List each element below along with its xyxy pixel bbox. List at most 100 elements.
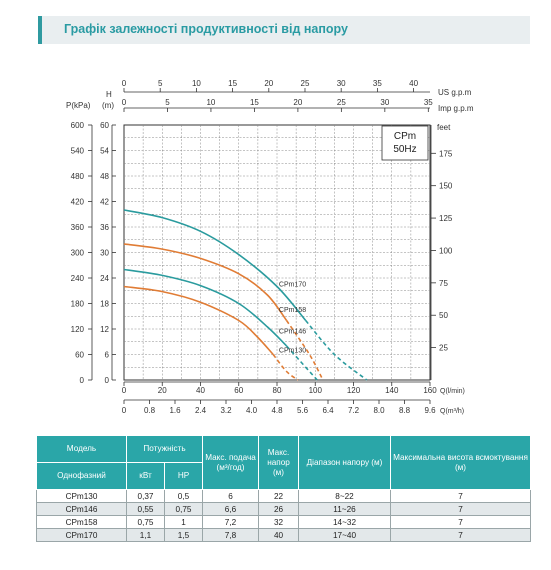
head-axis-title: H [106,90,112,99]
lmin-tick-label: 140 [385,386,399,395]
us-gpm-axis-title: US g.p.m [438,88,472,97]
pressure-tick-label: 60 [75,351,84,360]
header-phase: Однофазний [36,462,127,490]
head-tick-label: 24 [100,274,109,283]
us-gpm-tick-label: 5 [158,79,163,88]
imp-gpm-tick-label: 5 [165,98,170,107]
feet-tick-label: 100 [439,246,453,255]
cell-head: 32 [258,515,299,529]
feet-tick-label: 75 [439,279,448,288]
m3h-tick-label: 2.4 [195,406,207,415]
m3h-tick-label: 4.0 [246,406,258,415]
curve-label-cpm170: CPm170 [279,282,306,289]
pressure-tick-label: 300 [71,249,85,258]
head-tick-label: 36 [100,223,109,232]
cell-range: 11~26 [298,502,391,516]
head-tick-label: 30 [100,249,109,258]
cell-flow: 6 [202,489,259,503]
header-head-range: Діапазон напору (м) [298,435,391,490]
feet-axis-title: feet [437,123,451,132]
table-row: CPm170 1,1 1,5 7,8 40 17~40 7 [36,528,531,542]
chart-axes: 0601201802403003604204805406000612182430… [66,79,474,415]
imp-gpm-tick-label: 0 [122,98,127,107]
cell-model: CPm130 [36,489,127,503]
cell-head: 26 [258,502,299,516]
curve-cpm146-dashed [286,345,318,381]
curve-label-cpm130: CPm130 [279,347,306,354]
cell-model: CPm146 [36,502,127,516]
pressure-tick-label: 360 [71,223,85,232]
feet-tick-label: 175 [439,149,453,158]
cell-suction: 7 [390,528,531,542]
cell-kw: 0,37 [126,489,165,503]
pressure-tick-label: 420 [71,198,85,207]
feet-tick-label: 25 [439,344,448,353]
title-banner: Графік залежності продуктивності від нап… [38,16,530,44]
m3h-tick-label: 0 [122,406,127,415]
m3h-tick-label: 5.6 [297,406,309,415]
head-tick-label: 42 [100,198,109,207]
head-tick-label: 6 [105,351,110,360]
us-gpm-tick-label: 30 [337,79,346,88]
cell-hp: 0,5 [164,489,203,503]
cell-kw: 0,55 [126,502,165,516]
head-tick-label: 12 [100,325,109,334]
header-max-flow: Макс. подача (м³/год) [202,435,259,490]
pressure-tick-label: 0 [80,376,85,385]
cell-hp: 0,75 [164,502,203,516]
imp-gpm-tick-label: 10 [206,98,215,107]
cell-hp: 1 [164,515,203,529]
header-model: Модель [36,435,127,463]
pressure-tick-label: 180 [71,300,85,309]
us-gpm-tick-label: 20 [264,79,273,88]
lmin-tick-label: 60 [234,386,243,395]
us-gpm-tick-label: 40 [409,79,418,88]
freq-label: 50Hz [393,144,416,155]
us-gpm-tick-label: 35 [373,79,382,88]
table-row: CPm146 0,55 0,75 6,6 26 11~26 7 [36,502,531,516]
spec-table: Модель Потужність Макс. подача (м³/год) … [36,435,531,542]
table-row: CPm130 0,37 0,5 6 22 8~22 7 [36,489,531,503]
curve-label-cpm146: CPm146 [279,328,306,335]
imp-gpm-axis-title: Imp g.p.m [438,104,474,113]
lmin-axis-title: Q(l/min) [440,388,465,395]
lmin-tick-label: 40 [196,386,205,395]
curve-cpm158 [123,243,288,321]
cell-head: 40 [258,528,299,542]
pressure-tick-label: 240 [71,274,85,283]
cell-hp: 1,5 [164,528,203,542]
m3h-tick-label: 9.6 [424,406,436,415]
m3h-tick-label: 7.2 [348,406,360,415]
pressure-tick-label: 480 [71,172,85,181]
model-box [381,125,429,161]
lmin-tick-label: 20 [158,386,167,395]
cell-head: 22 [258,489,299,503]
header-suction: Максимальна висота всмоктування (м) [390,435,531,490]
model-label: CPm [394,131,416,142]
head-tick-label: 60 [100,121,109,130]
cell-flow: 7,8 [202,528,259,542]
us-gpm-tick-label: 15 [228,79,237,88]
curve-cpm130-dashed [272,354,299,381]
m3h-axis-title: Q(m³/h) [440,408,464,415]
m3h-tick-label: 8.0 [373,406,385,415]
imp-gpm-tick-label: 35 [424,98,433,107]
cell-range: 14~32 [298,515,391,529]
head-tick-label: 0 [105,376,110,385]
m3h-tick-label: 0.8 [144,406,156,415]
imp-gpm-tick-label: 30 [380,98,389,107]
m3h-tick-label: 3.2 [220,406,232,415]
curve-cpm130 [123,285,274,356]
header-max-head: Макс. напор (м) [258,435,299,490]
cell-suction: 7 [390,515,531,529]
head-tick-label: 18 [100,300,109,309]
curve-label-cpm158: CPm158 [279,307,306,314]
chart-grid [123,124,431,381]
us-gpm-tick-label: 10 [192,79,201,88]
chart-curves [123,209,368,381]
lmin-tick-label: 100 [309,386,323,395]
head-axis-unit: (m) [102,101,114,110]
lmin-tick-label: 0 [122,386,127,395]
chart-labels: CPm 50Hz CPm170 CPm158 CPm146 CPm130 [279,125,429,354]
pressure-axis-title: P(kPa) [66,101,91,110]
